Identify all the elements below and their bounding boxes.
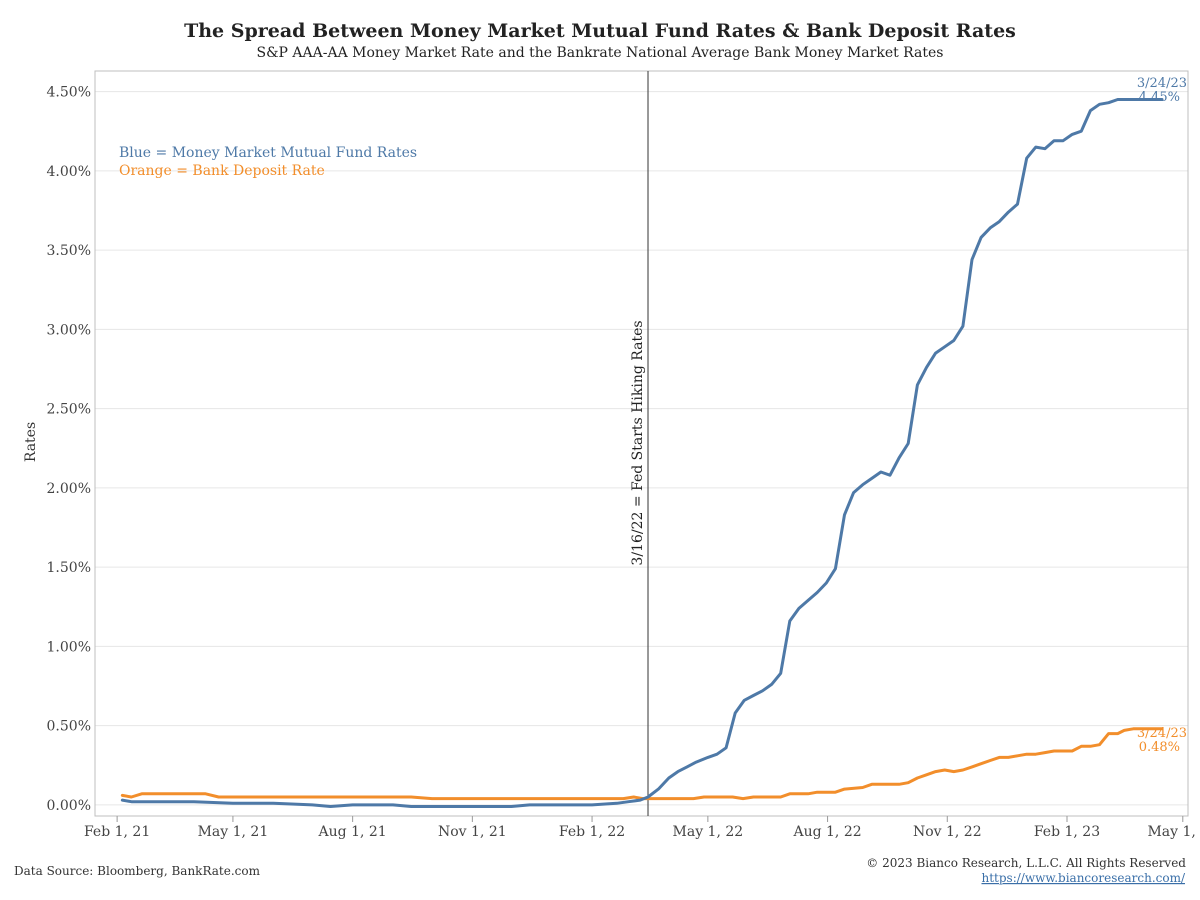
copyright: © 2023 Bianco Research, L.L.C. All Right… [866, 856, 1186, 870]
y-tick-label: 2.00% [47, 481, 91, 497]
series-lines [120, 98, 1164, 808]
y-tick-label: 0.50% [47, 719, 91, 735]
x-tick-label: Feb 1, 23 [1034, 824, 1100, 840]
x-tick-label: Nov 1, 21 [438, 824, 507, 840]
fed-hike-label: 3/16/22 = Fed Starts Hiking Rates [630, 320, 646, 565]
x-tick-label: May 1, 23 [1147, 824, 1200, 840]
x-tick-label: Aug 1, 22 [792, 824, 861, 840]
x-tick-label: May 1, 21 [198, 824, 269, 840]
y-tick-label: 0.00% [47, 798, 91, 814]
x-axis: Feb 1, 21 May 1, 21 Aug 1, 21 Nov 1, 21 Feb … [84, 816, 1200, 840]
website-link[interactable]: https://www.biancoresearch.com/ [981, 871, 1185, 885]
x-tick-label: May 1, 22 [673, 824, 744, 840]
y-tick-label: 4.50% [47, 85, 91, 101]
orange-end-date: 3/24/23 [1137, 726, 1187, 741]
data-source: Data Source: Bloomberg, BankRate.com [14, 864, 261, 878]
money-market-fund-line [120, 98, 1164, 808]
x-tick-label: Aug 1, 21 [318, 824, 387, 840]
chart-title: The Spread Between Money Market Mutual F… [184, 20, 1016, 42]
y-tick-label: 1.00% [47, 639, 91, 655]
y-axis: 0.00% 0.50% 1.00% 1.50% 2.00% 2.50% 3.00% 3.50%… [47, 85, 91, 814]
bank-deposit-line [120, 727, 1164, 801]
x-tick-label: Feb 1, 21 [84, 824, 150, 840]
x-tick-label: Nov 1, 22 [913, 824, 982, 840]
plot-frame [94, 70, 1189, 817]
chart-subtitle: S&P AAA-AA Money Market Rate and the Ban… [257, 45, 944, 61]
y-tick-label: 3.50% [47, 243, 91, 259]
y-axis-label: Rates [23, 422, 39, 462]
gridlines [95, 91, 1188, 806]
orange-end-value: 0.48% [1139, 740, 1180, 755]
legend-orange: Orange = Bank Deposit Rate [119, 163, 325, 179]
y-tick-label: 1.50% [47, 560, 91, 576]
x-tick-label: Feb 1, 22 [559, 824, 625, 840]
blue-end-date: 3/24/23 [1137, 76, 1187, 91]
y-tick-label: 3.00% [47, 322, 91, 338]
y-tick-label: 2.50% [47, 402, 91, 418]
legend-blue: Blue = Money Market Mutual Fund Rates [119, 145, 417, 161]
blue-end-value: 4.45% [1139, 90, 1180, 105]
y-tick-label: 4.00% [47, 164, 91, 180]
